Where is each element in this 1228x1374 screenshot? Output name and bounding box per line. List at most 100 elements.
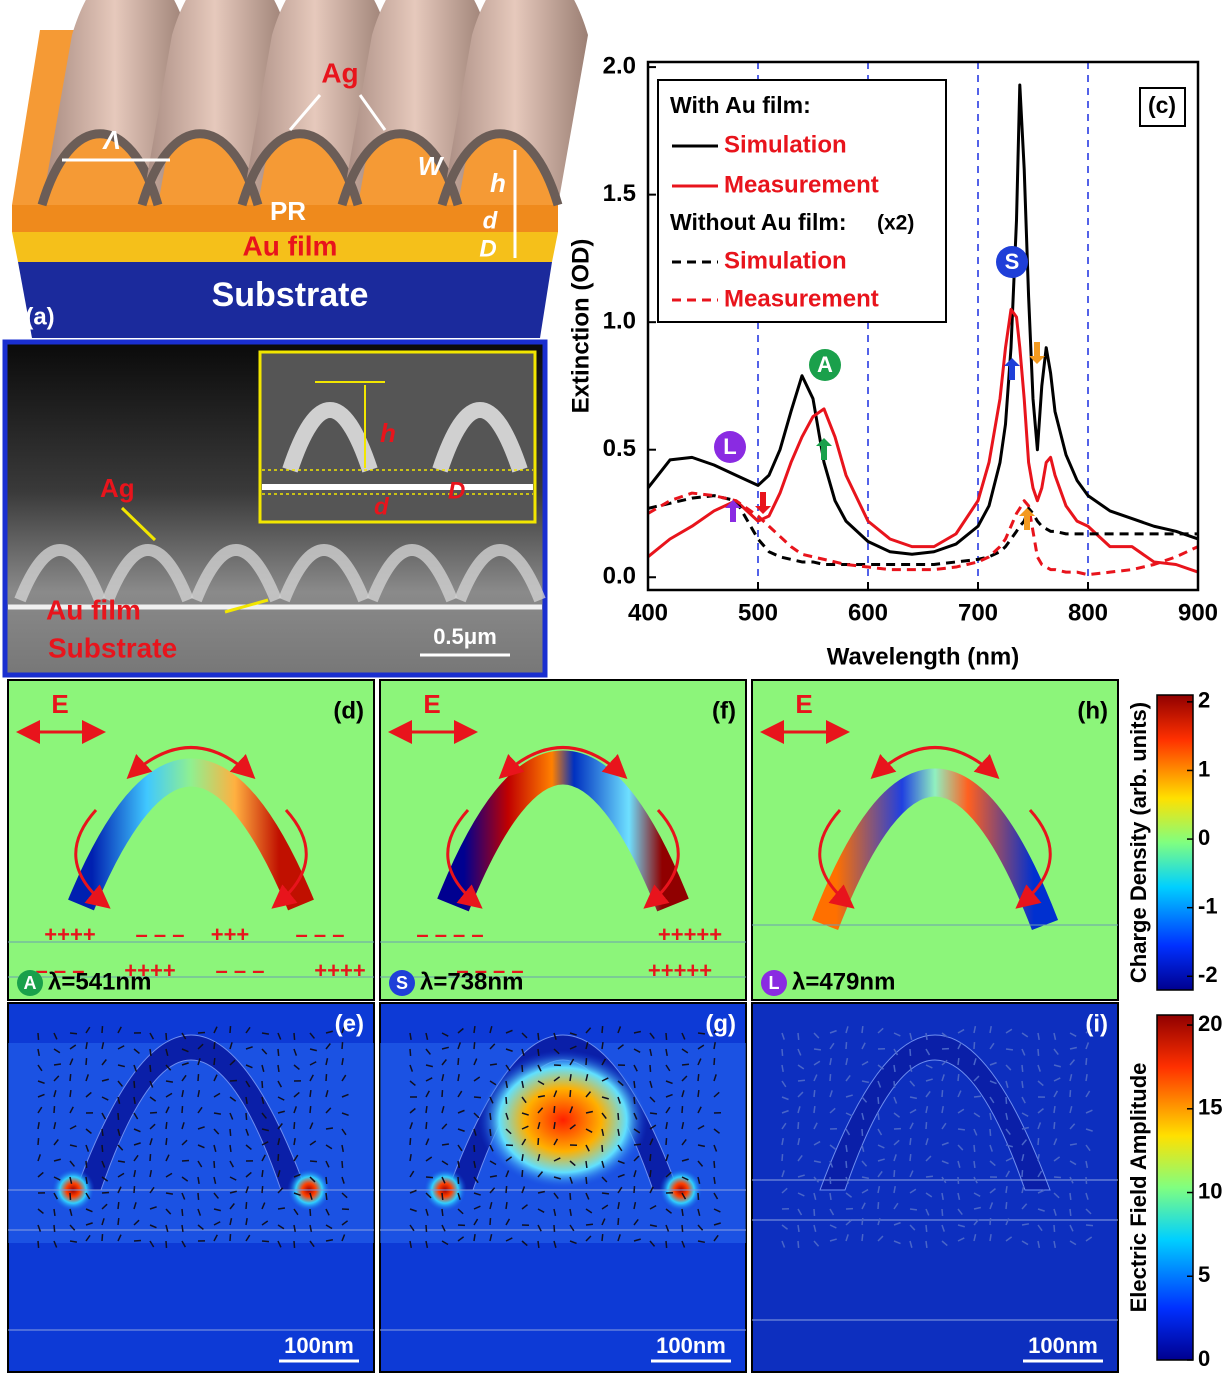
- field-label: E: [795, 689, 812, 719]
- quiver: [554, 1106, 555, 1113]
- quiver: [602, 1042, 603, 1049]
- legend-label: Simulation: [724, 247, 847, 274]
- quiver: [426, 1106, 427, 1113]
- charge-sign: – – –: [136, 922, 185, 947]
- quiver: [990, 1234, 991, 1241]
- quiver: [294, 1033, 295, 1040]
- quiver: [862, 1218, 863, 1225]
- sem-ag: Ag: [100, 473, 135, 503]
- colorbar-tick-label: 2: [1198, 688, 1210, 713]
- quiver: [262, 1186, 263, 1193]
- quiver: [846, 1161, 847, 1168]
- quiver: [522, 1065, 523, 1072]
- quiver: [442, 1090, 443, 1097]
- legend-label: Measurement: [724, 171, 879, 198]
- quiver: [458, 1177, 459, 1184]
- quiver: [602, 1193, 609, 1194]
- quiver: [1038, 1154, 1039, 1161]
- quiver: [1022, 1081, 1023, 1088]
- quiver: [442, 1144, 449, 1145]
- scale-label: 100nm: [284, 1333, 354, 1358]
- mode-letter: S: [396, 973, 408, 993]
- quiver: [682, 1209, 683, 1216]
- quiver: [634, 1081, 635, 1088]
- x-axis-title: Wavelength (nm): [827, 643, 1019, 670]
- colorbar-tick-label: 0: [1198, 1346, 1210, 1371]
- quiver: [798, 1080, 805, 1081]
- quiver: [86, 1161, 87, 1168]
- quiver: [214, 1042, 215, 1049]
- charge-map: [8, 680, 374, 1000]
- scale-label: 100nm: [1028, 1333, 1098, 1358]
- quiver: [230, 1129, 231, 1136]
- quiver: [974, 1145, 975, 1152]
- quiver: [618, 1218, 619, 1225]
- panel-label: (h): [1077, 697, 1108, 724]
- quiver: [458, 1058, 459, 1065]
- quiver: [522, 1170, 523, 1177]
- quiver: [310, 1209, 311, 1216]
- y-tick-label: 2.0: [603, 52, 636, 79]
- quiver: [326, 1128, 333, 1129]
- quiver: [134, 1186, 135, 1193]
- colorbar-tick-label: 5: [1198, 1262, 1210, 1287]
- legend-label: Simulation: [724, 131, 847, 158]
- lambda-label: Λ: [101, 125, 120, 155]
- quiver: [682, 1106, 683, 1113]
- colorbar-title: Charge Density (arb. units): [1126, 702, 1151, 983]
- inset-D: D: [448, 477, 465, 504]
- quiver: [878, 1097, 879, 1104]
- quiver: [230, 1234, 231, 1241]
- colorbar-tick-label: -1: [1198, 893, 1218, 918]
- quiver: [554, 1122, 555, 1129]
- quiver: [150, 1049, 151, 1056]
- quiver: [714, 1161, 715, 1168]
- arrow: [1004, 358, 1020, 380]
- colorbar-tick-label: 1: [1198, 756, 1210, 781]
- legend-note: (x2): [877, 212, 914, 235]
- quiver: [682, 1064, 689, 1065]
- quiver: [862, 1026, 863, 1033]
- quiver: [894, 1065, 895, 1072]
- quiver: [150, 1112, 157, 1113]
- quiver: [570, 1090, 571, 1097]
- quiver: [182, 1106, 183, 1113]
- quiver: [1022, 1065, 1023, 1072]
- quiver: [1070, 1193, 1071, 1200]
- inset-h: h: [380, 418, 396, 448]
- quiver: [570, 1074, 571, 1081]
- quiver: [846, 1042, 847, 1049]
- quiver: [118, 1218, 119, 1225]
- quiver: [586, 1161, 587, 1168]
- w-label: W: [418, 151, 445, 181]
- quiver: [102, 1026, 103, 1033]
- panel-label: (f): [712, 697, 736, 724]
- quiver: [846, 1145, 847, 1152]
- quiver: [618, 1113, 619, 1120]
- quiver: [278, 1065, 279, 1072]
- charge-map: [380, 680, 746, 1000]
- colorbar-tick-label: 20: [1198, 1011, 1222, 1036]
- quiver: [294, 1122, 295, 1129]
- quiver: [342, 1161, 343, 1168]
- quiver: [102, 1234, 103, 1241]
- mode-letter: L: [769, 973, 780, 993]
- quiver: [134, 1240, 141, 1241]
- d-label: d: [483, 207, 499, 234]
- colorbar: [1157, 695, 1193, 990]
- colorbar-tick-label: 15: [1198, 1095, 1222, 1120]
- charge-sign: +++++: [658, 922, 722, 947]
- quiver: [278, 1049, 279, 1056]
- quiver: [522, 1154, 523, 1161]
- quiver: [326, 1177, 327, 1184]
- quiver: [294, 1241, 295, 1248]
- quiver: [326, 1074, 327, 1081]
- wavelength-label: λ=479nm: [792, 968, 895, 995]
- quiver: [650, 1113, 657, 1114]
- y-tick-label: 0.0: [603, 563, 636, 590]
- colorbar: [1157, 1015, 1193, 1360]
- mode-letter: S: [1005, 249, 1020, 274]
- quiver: [586, 1177, 587, 1184]
- quiver: [54, 1064, 61, 1065]
- panel-label: (a): [25, 303, 54, 330]
